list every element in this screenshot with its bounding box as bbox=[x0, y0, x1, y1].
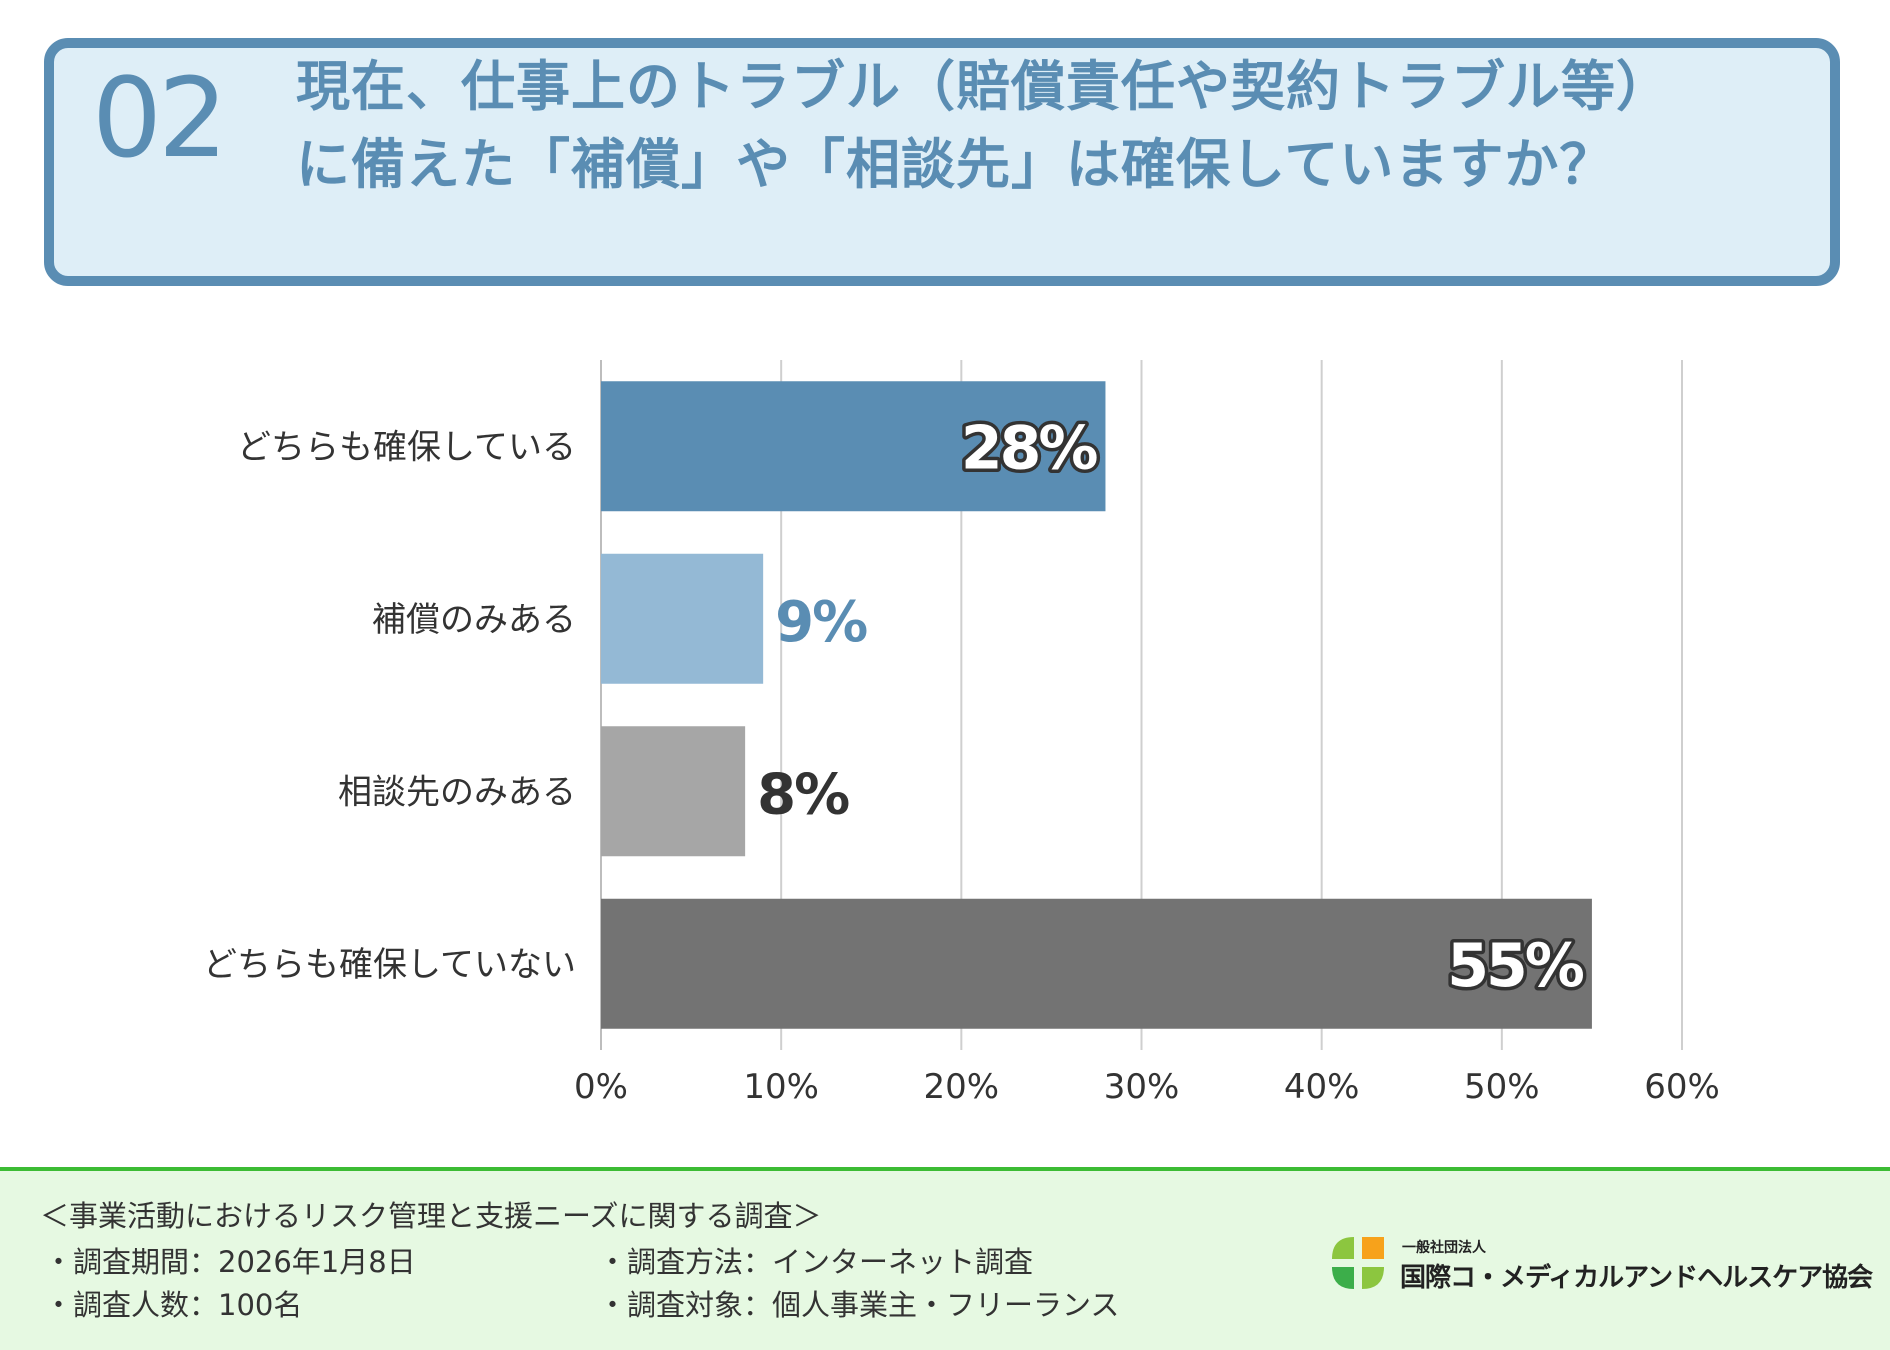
data-label: 28% bbox=[961, 413, 1097, 483]
bar bbox=[601, 726, 746, 857]
x-tick-label: 20% bbox=[924, 1067, 1000, 1107]
question-title-line-2: に備えた「補償」や「相談先」は確保していますか？ bbox=[296, 133, 1615, 196]
x-tick-label: 10% bbox=[743, 1067, 819, 1107]
data-label: 9% bbox=[775, 590, 867, 655]
x-tick-label: 50% bbox=[1464, 1067, 1540, 1107]
bar bbox=[601, 898, 1592, 1029]
survey-count: ・調査人数：100名 bbox=[44, 1288, 303, 1322]
bar bbox=[601, 553, 764, 684]
question-title: 現在、仕事上のトラブル（賠償責任や契約トラブル等） に備えた「補償」や「相談先」… bbox=[296, 48, 1756, 204]
x-tick-label: 40% bbox=[1284, 1067, 1360, 1107]
bar-chart: どちらも確保している 28% 補償のみある 9% 相談先のみある 8% どちらも確保していな… bbox=[203, 360, 1720, 1107]
survey-target: ・調査対象：個人事業主・フリーランス bbox=[598, 1288, 1120, 1322]
data-label: 55% bbox=[1447, 931, 1583, 1001]
survey-period: ・調査期間：2026年1月8日 bbox=[44, 1245, 416, 1279]
category-label: どちらも確保している bbox=[237, 427, 576, 467]
association-logo-icon bbox=[1332, 1237, 1384, 1289]
x-tick-label: 60% bbox=[1644, 1067, 1720, 1107]
bar bbox=[601, 381, 1106, 512]
survey-method: ・調査方法：インターネット調査 bbox=[598, 1245, 1034, 1279]
org-name: 国際コ・メディカルアンドヘルスケア協会 bbox=[1400, 1263, 1873, 1293]
data-label: 8% bbox=[757, 762, 849, 827]
question-number: 02 bbox=[92, 54, 228, 182]
question-header-box bbox=[44, 38, 1840, 286]
survey-title: ＜事業活動におけるリスク管理と支援ニーズに関する調査＞ bbox=[40, 1199, 822, 1233]
category-label: 補償のみある bbox=[372, 600, 576, 640]
category-label: 相談先のみある bbox=[338, 772, 576, 812]
x-tick-label: 30% bbox=[1104, 1067, 1180, 1107]
question-title-line-1: 現在、仕事上のトラブル（賠償責任や契約トラブル等） bbox=[296, 55, 1671, 118]
org-type: 一般社団法人 bbox=[1402, 1240, 1486, 1256]
category-label: どちらも確保していない bbox=[203, 945, 576, 985]
survey-footer: ＜事業活動におけるリスク管理と支援ニーズに関する調査＞ ・調査期間：2026年1… bbox=[0, 1167, 1890, 1350]
x-tick-label: 0% bbox=[574, 1067, 628, 1107]
